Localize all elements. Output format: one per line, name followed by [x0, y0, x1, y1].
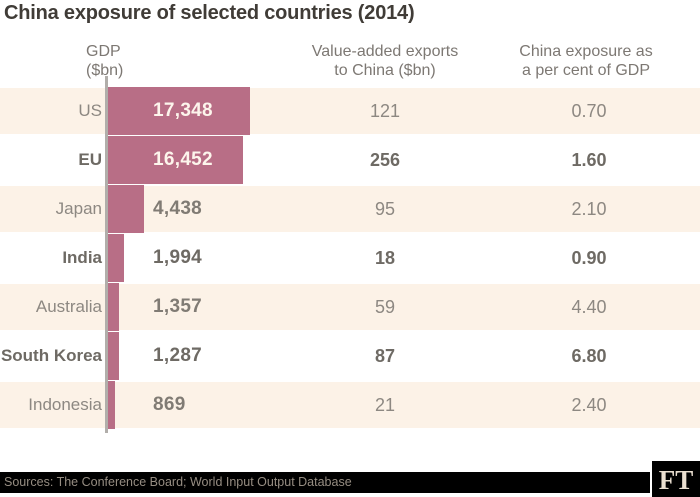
exposure-value: 0.70 [571, 101, 607, 121]
gdp-bar [108, 136, 243, 184]
column-header-exposure-line1: China exposure as [519, 43, 653, 60]
axis-line [105, 76, 108, 433]
exposure-value: 6.80 [571, 346, 607, 366]
exposure-value: 4.40 [571, 297, 607, 317]
sources-bar: Sources: The Conference Board; World Inp… [0, 472, 650, 493]
exposure-value: 2.10 [571, 199, 607, 219]
country-label: Australia [35, 297, 102, 316]
exports-value: 59 [374, 297, 396, 317]
gdp-value: 17,348 [153, 100, 213, 121]
exports-value: 121 [369, 101, 401, 121]
exports-value: 256 [369, 150, 401, 170]
gdp-bar [108, 234, 124, 282]
exports-value: 95 [374, 199, 396, 219]
exports-value: 18 [374, 248, 396, 268]
gdp-value: 1,994 [153, 247, 203, 268]
chart-title: China exposure of selected countries (20… [4, 2, 415, 24]
exposure-value: 1.60 [571, 150, 607, 170]
gdp-bar [108, 87, 250, 135]
column-header-gdp-line1: GDP [86, 43, 121, 60]
ft-logo: FT [652, 461, 700, 497]
gdp-bar [108, 332, 119, 380]
gdp-value: 4,438 [153, 198, 203, 219]
exports-value: 87 [374, 346, 396, 366]
country-label: EU [78, 150, 102, 169]
gdp-bar [108, 283, 119, 331]
country-label: India [62, 248, 102, 267]
table-row-background [0, 382, 700, 428]
country-label: Japan [55, 199, 102, 218]
gdp-bar [108, 381, 115, 429]
gdp-bar [108, 185, 144, 233]
exports-value: 21 [374, 395, 396, 415]
exposure-value: 2.40 [571, 395, 607, 415]
column-header-exports-line1: Value-added exports [311, 43, 459, 60]
column-header-gdp: GDP ($bn) [86, 42, 123, 80]
column-header-exports: Value-added exports to China ($bn) [285, 42, 485, 80]
gdp-value: 1,357 [153, 296, 203, 317]
exposure-value: 0.90 [571, 248, 607, 268]
country-label: US [78, 101, 102, 120]
gdp-value: 869 [153, 394, 186, 415]
column-header-exports-line2: to China ($bn) [334, 62, 436, 79]
column-header-exposure-line2: a per cent of GDP [521, 62, 651, 79]
country-label: Indonesia [28, 395, 102, 414]
column-header-exposure: China exposure as a per cent of GDP [486, 42, 686, 80]
gdp-value: 16,452 [153, 149, 213, 170]
gdp-value: 1,287 [153, 345, 203, 366]
sources-text: Sources: The Conference Board; World Inp… [4, 475, 352, 489]
column-header-gdp-line2: ($bn) [86, 62, 124, 79]
country-label: South Korea [0, 346, 102, 365]
